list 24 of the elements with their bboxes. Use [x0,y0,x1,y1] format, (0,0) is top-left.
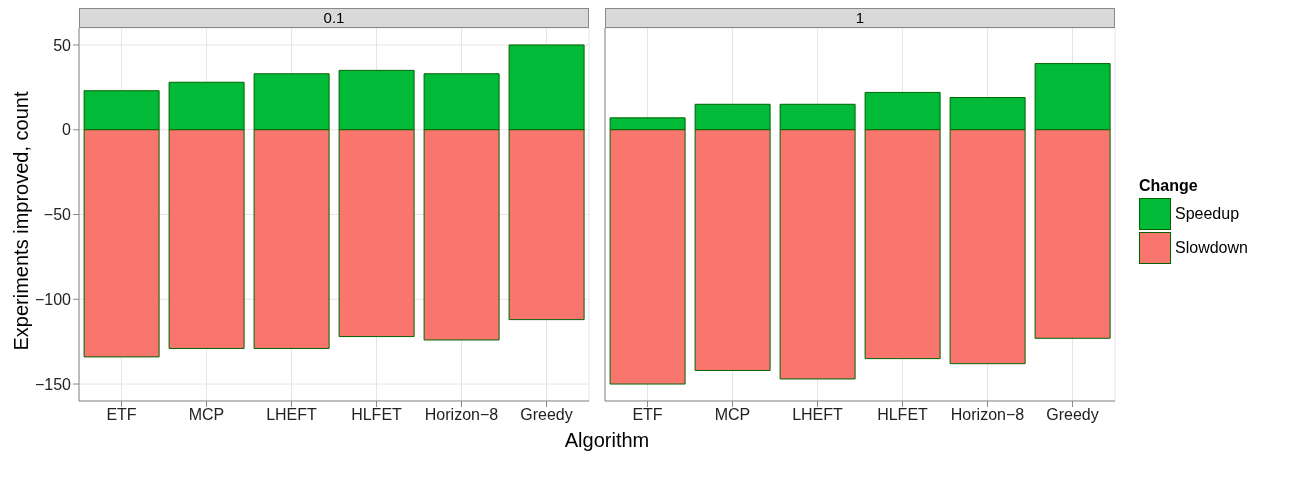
x-tick-label: Greedy [520,406,573,424]
y-tick-label: 0 [62,121,72,139]
x-tick-label: MCP [714,406,751,424]
y-tick-label: −150 [34,375,72,393]
x-tick-label: HLFET [351,406,403,424]
legend-label: Speedup [1175,204,1240,223]
legend-title: Change [1139,176,1199,195]
legend-label: Slowdown [1175,238,1248,257]
y-axis-title: Experiments improved, count [9,90,33,351]
y-tick-label: 50 [53,36,72,54]
x-axis-title: Algorithm [563,429,651,452]
x-tick-label: Greedy [1046,406,1099,424]
x-tick-label: ETF [632,406,663,424]
x-tick-label: HLFET [877,406,929,424]
chart-title: 0.1 [79,8,589,28]
x-tick-label: MCP [188,406,225,424]
x-tick-label: Horizon−8 [950,406,1025,424]
y-tick-label: −100 [34,290,72,308]
chart-title: 1 [605,8,1115,28]
x-tick-label: ETF [106,406,137,424]
x-tick-label: LHEFT [266,406,318,424]
y-tick-label: −50 [43,206,72,224]
x-tick-label: LHEFT [792,406,844,424]
x-tick-label: Horizon−8 [424,406,499,424]
